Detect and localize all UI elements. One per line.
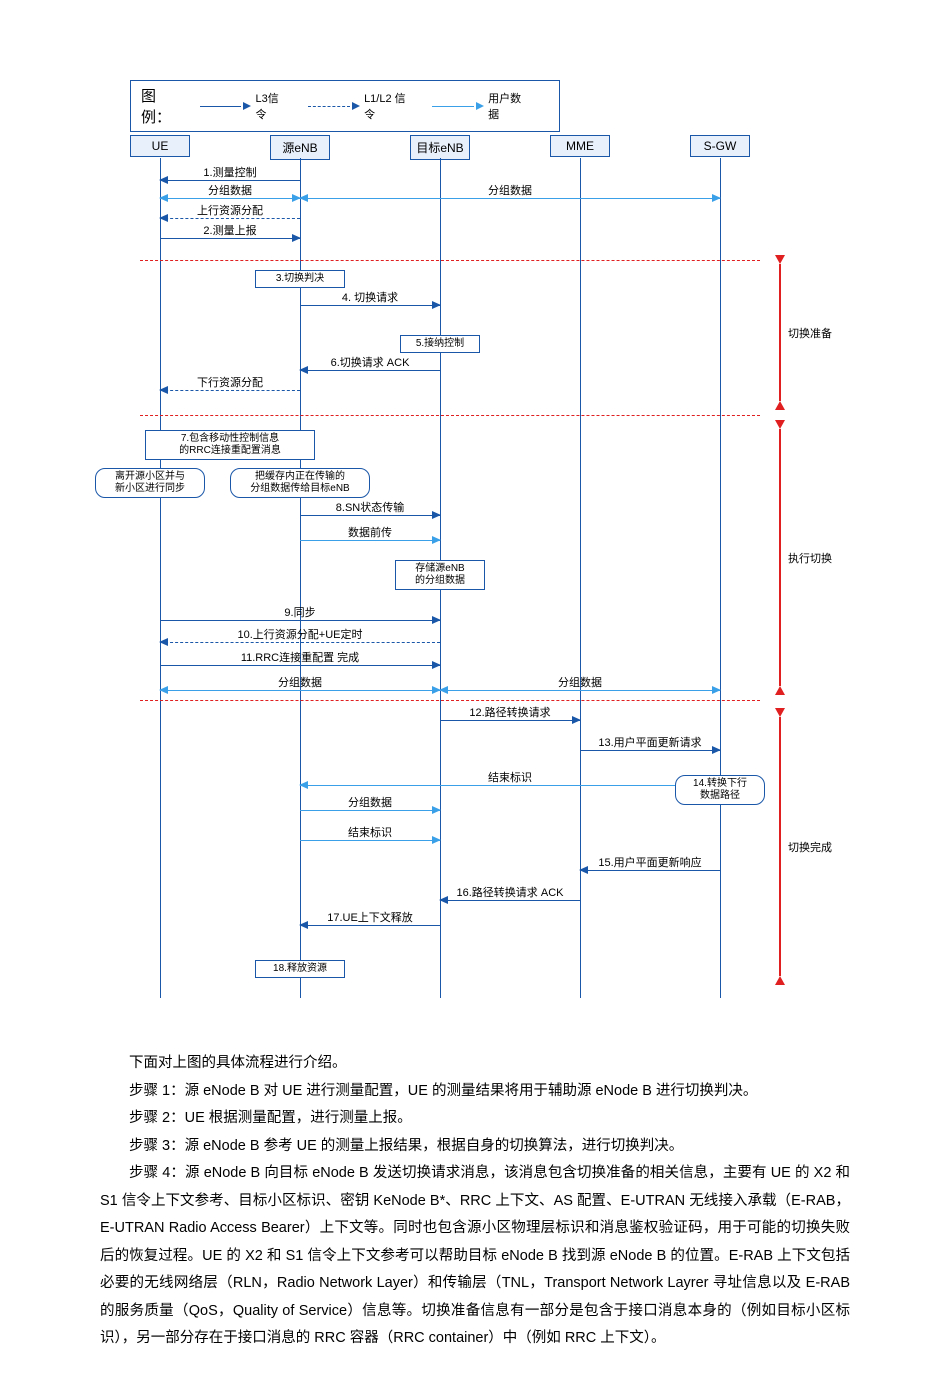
process-box: 5.接纳控制 (400, 335, 480, 353)
message-label: 13.用户平面更新请求 (598, 734, 701, 750)
paragraph: 步骤 1：源 eNode B 对 UE 进行测量配置，UE 的测量结果将用于辅助… (100, 1078, 850, 1106)
paragraph: 下面对上图的具体流程进行介绍。 (100, 1050, 850, 1078)
lifeline-sgw (720, 158, 721, 998)
message-label: 1.测量控制 (203, 164, 256, 180)
message-label: 结束标识 (348, 824, 392, 840)
actor-mme: MME (550, 135, 610, 157)
process-box: 离开源小区并与新小区进行同步 (95, 468, 205, 498)
process-box: 把缓存内正在传输的分组数据传给目标eNB (230, 468, 370, 498)
lifeline-ue (160, 158, 161, 998)
message-label: 分组数据 (348, 794, 392, 810)
process-box: 14.转换下行数据路径 (675, 775, 765, 805)
actor-ue: UE (130, 135, 190, 157)
message-label: 分组数据 (558, 674, 602, 690)
actor-senb: 源eNB (270, 135, 330, 160)
phase-marker: 切换完成 (770, 708, 790, 985)
message-label: 下行资源分配 (197, 374, 263, 390)
process-box: 存储源eNB的分组数据 (395, 560, 485, 590)
paragraph: 步骤 2：UE 根据测量配置，进行测量上报。 (100, 1105, 850, 1133)
sequence-diagram: 图例：L3信令L1/L2 信令用户数据 UE 源eNB 目标eNB MME S-GW 切换准… (100, 80, 850, 1020)
phase-divider (140, 700, 760, 701)
description-text: 下面对上图的具体流程进行介绍。步骤 1：源 eNode B 对 UE 进行测量配… (100, 1050, 850, 1353)
message-label: 17.UE上下文释放 (327, 909, 413, 925)
phase-marker: 执行切换 (770, 420, 790, 695)
message-label: 15.用户平面更新响应 (598, 854, 701, 870)
message-label: 4. 切换请求 (342, 289, 398, 305)
process-box: 18.释放资源 (255, 960, 345, 978)
actor-sgw: S-GW (690, 135, 750, 157)
message-label: 分组数据 (278, 674, 322, 690)
message-label: 8.SN状态传输 (336, 499, 404, 515)
phase-divider (140, 415, 760, 416)
message-label: 16.路径转换请求 ACK (457, 884, 564, 900)
paragraph: 步骤 4：源 eNode B 向目标 eNode B 发送切换请求消息，该消息包… (100, 1160, 850, 1353)
paragraph: 步骤 3：源 eNode B 参考 UE 的测量上报结果，根据自身的切换算法，进… (100, 1133, 850, 1161)
message-label: 分组数据 (488, 182, 532, 198)
message-label: 结束标识 (488, 769, 532, 785)
process-box: 7.包含移动性控制信息的RRC连接重配置消息 (145, 430, 315, 460)
message-label: 2.测量上报 (203, 222, 256, 238)
message-label: 上行资源分配 (197, 202, 263, 218)
phase-marker: 切换准备 (770, 255, 790, 410)
message-label: 11.RRC连接重配置 完成 (241, 649, 359, 665)
message-label: 6.切换请求 ACK (331, 354, 410, 370)
message-label: 9.同步 (284, 604, 315, 620)
message-label: 12.路径转换请求 (469, 704, 550, 720)
message-label: 10.上行资源分配+UE定时 (238, 626, 363, 642)
process-box: 3.切换判决 (255, 270, 345, 288)
message-label: 数据前传 (348, 524, 392, 540)
phase-divider (140, 260, 760, 261)
actor-tenb: 目标eNB (410, 135, 470, 160)
legend: 图例：L3信令L1/L2 信令用户数据 (130, 80, 560, 132)
message-label: 分组数据 (208, 182, 252, 198)
